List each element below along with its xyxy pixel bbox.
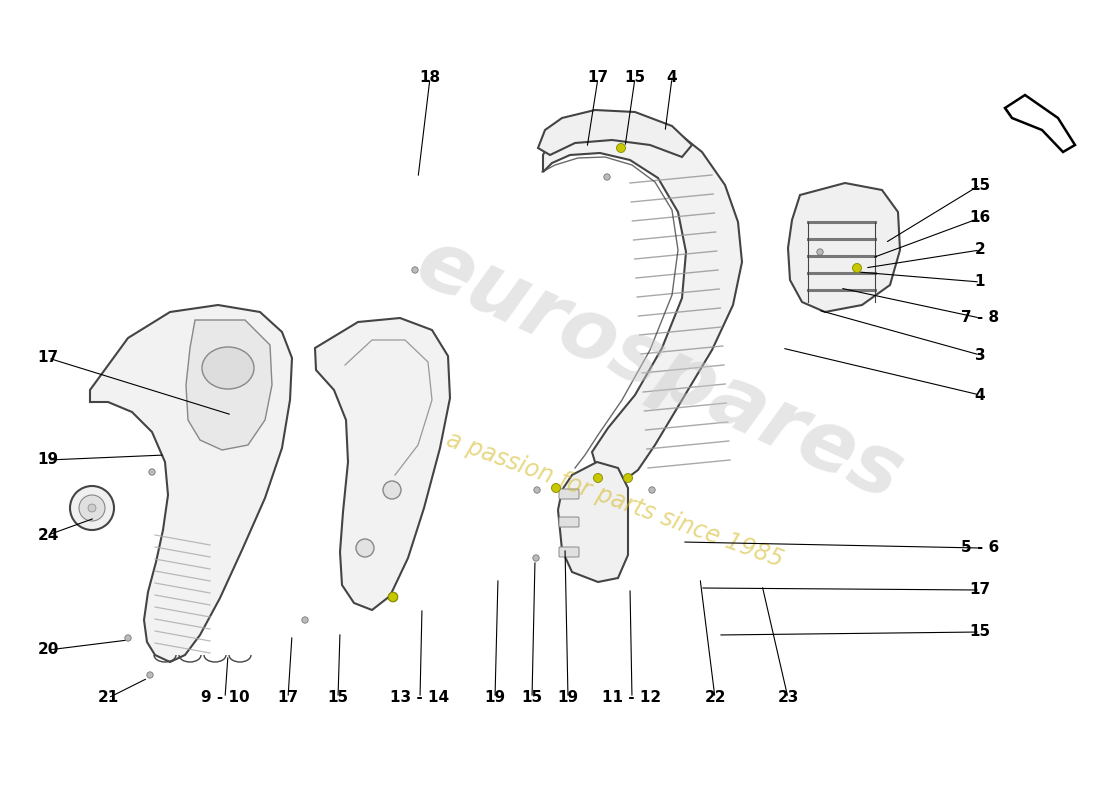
Circle shape [124, 635, 131, 642]
Circle shape [88, 504, 96, 512]
Text: 13 - 14: 13 - 14 [390, 690, 450, 706]
Text: 24: 24 [37, 527, 58, 542]
Text: 17: 17 [37, 350, 58, 366]
Polygon shape [90, 305, 292, 662]
Text: 15: 15 [521, 690, 542, 706]
Text: 23: 23 [778, 690, 799, 706]
Text: 2: 2 [975, 242, 986, 258]
Circle shape [148, 469, 155, 475]
Text: 15: 15 [328, 690, 349, 706]
FancyBboxPatch shape [559, 517, 579, 527]
Text: 19: 19 [37, 453, 58, 467]
Text: 22: 22 [704, 690, 726, 706]
Circle shape [356, 539, 374, 557]
Text: 19: 19 [558, 690, 579, 706]
Circle shape [70, 486, 114, 530]
Text: 19: 19 [484, 690, 506, 706]
Text: 15: 15 [969, 178, 991, 193]
Text: 15: 15 [625, 70, 646, 86]
Circle shape [411, 266, 418, 274]
Circle shape [383, 481, 402, 499]
Circle shape [532, 555, 539, 562]
Text: 11 - 12: 11 - 12 [603, 690, 661, 706]
Text: 4: 4 [667, 70, 678, 86]
Text: a passion for parts since 1985: a passion for parts since 1985 [443, 428, 786, 572]
Text: 21: 21 [98, 690, 119, 706]
Polygon shape [558, 462, 628, 582]
Polygon shape [186, 320, 272, 450]
Circle shape [388, 593, 397, 602]
Circle shape [616, 143, 626, 153]
Polygon shape [315, 318, 450, 610]
Text: 15: 15 [969, 625, 991, 639]
Text: eurospares: eurospares [404, 222, 916, 518]
Circle shape [852, 263, 861, 273]
FancyBboxPatch shape [559, 489, 579, 499]
Circle shape [534, 486, 540, 493]
Text: 7 - 8: 7 - 8 [961, 310, 999, 326]
Polygon shape [788, 183, 900, 312]
Text: 16: 16 [969, 210, 991, 226]
Text: 4: 4 [975, 387, 986, 402]
Circle shape [649, 486, 656, 493]
Text: 1: 1 [975, 274, 986, 290]
Text: 17: 17 [587, 70, 608, 86]
Circle shape [624, 474, 632, 482]
Circle shape [388, 592, 398, 602]
Text: 18: 18 [419, 70, 441, 86]
Circle shape [301, 617, 308, 623]
Circle shape [79, 495, 104, 521]
Text: 17: 17 [969, 582, 991, 598]
Circle shape [817, 249, 823, 255]
Circle shape [594, 474, 603, 482]
Text: 20: 20 [37, 642, 58, 658]
Text: 9 - 10: 9 - 10 [200, 690, 250, 706]
Circle shape [551, 483, 561, 493]
Text: 3: 3 [975, 347, 986, 362]
Circle shape [604, 174, 611, 180]
Polygon shape [538, 110, 692, 157]
Text: 17: 17 [277, 690, 298, 706]
Ellipse shape [202, 347, 254, 389]
Text: 5 - 6: 5 - 6 [961, 541, 999, 555]
FancyBboxPatch shape [559, 547, 579, 557]
Circle shape [146, 672, 153, 678]
Polygon shape [543, 112, 742, 486]
